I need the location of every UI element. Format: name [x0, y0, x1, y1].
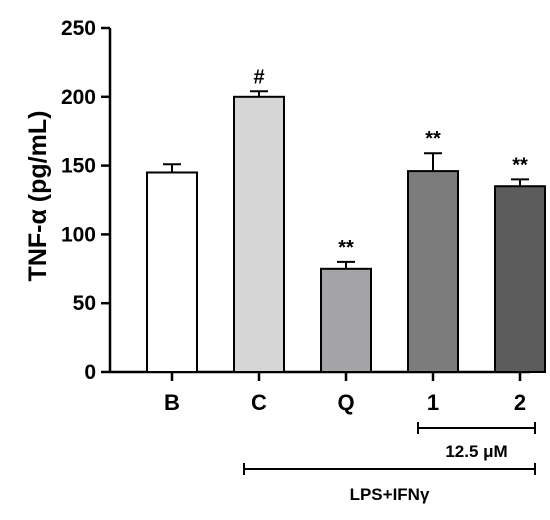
- bar-C: [233, 95, 285, 374]
- bracket-label: LPS+IFNγ: [350, 485, 430, 504]
- y-tick-label: 250: [61, 17, 96, 40]
- y-tick-label: 200: [61, 86, 96, 109]
- x-tick-label: 2: [514, 390, 526, 415]
- bar-1: [407, 170, 459, 373]
- axes: 0 50 100 150 200 250 B C Q 1 2: [61, 17, 530, 415]
- bar-Q: [320, 267, 372, 373]
- x-tick-label: C: [251, 390, 267, 415]
- x-tick-label: 1: [427, 390, 439, 415]
- bracket-label: 12.5 μM: [445, 442, 507, 461]
- significance-label: **: [425, 128, 441, 150]
- significance-label: **: [512, 154, 528, 176]
- x-tick-label: B: [164, 390, 180, 415]
- y-tick-label: 50: [73, 292, 96, 315]
- bar-B: [146, 171, 198, 373]
- significance-label: #: [253, 66, 264, 88]
- bars: # ** ** **: [146, 66, 546, 374]
- brackets: 12.5 μM LPS+IFNγ: [243, 422, 536, 504]
- x-tick-label: Q: [337, 390, 354, 415]
- y-axis-label: TNF-α (pg/mL): [24, 111, 52, 282]
- y-tick-label: 0: [84, 361, 96, 384]
- bar-2: [494, 185, 546, 373]
- y-tick-label: 150: [61, 155, 96, 178]
- significance-label: **: [338, 237, 354, 259]
- y-tick-label: 100: [61, 223, 96, 246]
